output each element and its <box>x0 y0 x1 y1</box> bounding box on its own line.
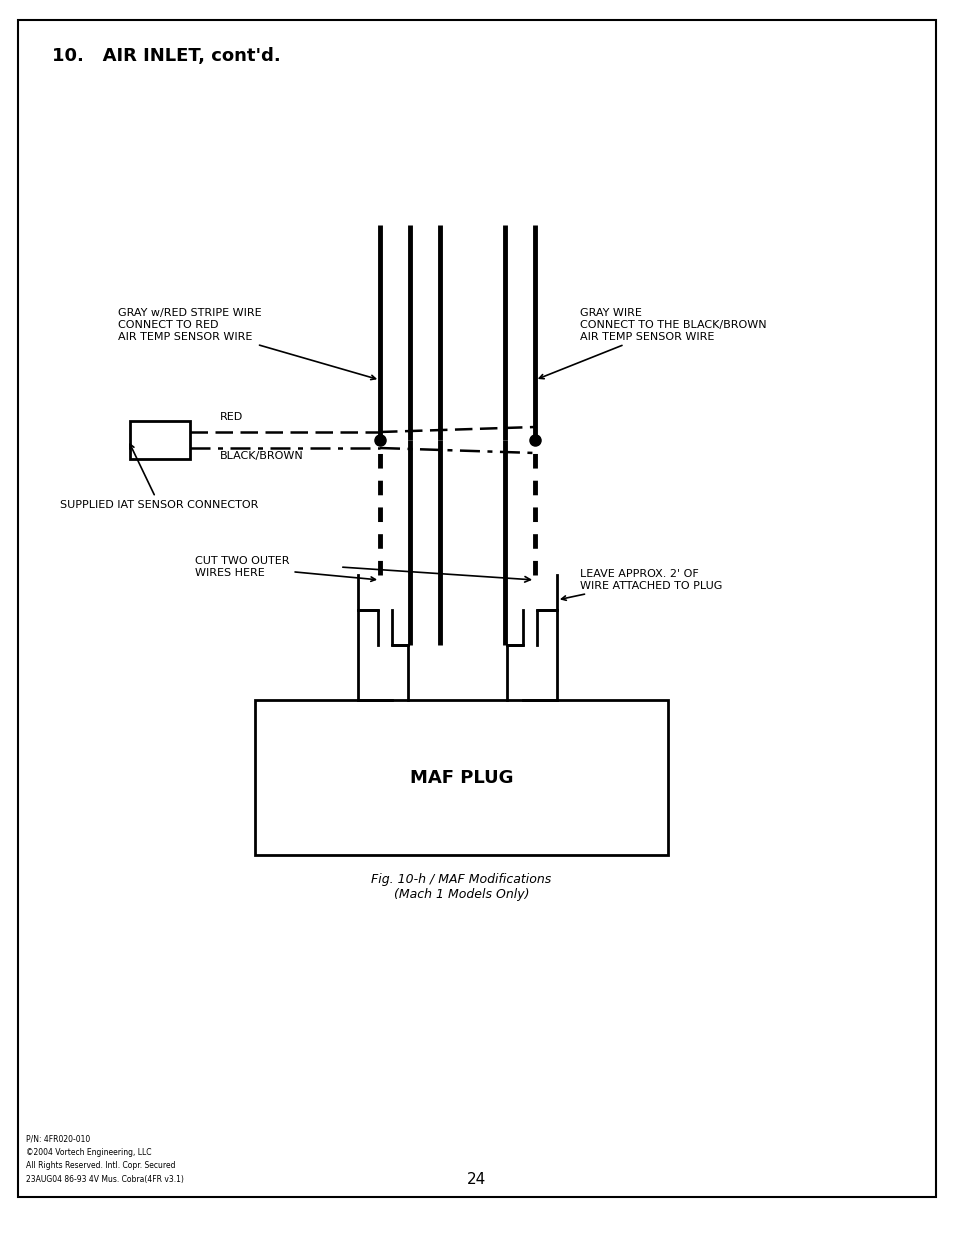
Bar <box>130 421 190 459</box>
Text: GRAY w/RED STRIPE WIRE
CONNECT TO RED
AIR TEMP SENSOR WIRE: GRAY w/RED STRIPE WIRE CONNECT TO RED AI… <box>118 309 375 379</box>
Text: LEAVE APPROX. 2' OF
WIRE ATTACHED TO PLUG: LEAVE APPROX. 2' OF WIRE ATTACHED TO PLU… <box>561 569 721 600</box>
Text: RED: RED <box>220 412 243 422</box>
Text: P/N: 4FR020-010
©2004 Vortech Engineering, LLC
All Rights Reserved. Intl. Copr. : P/N: 4FR020-010 ©2004 Vortech Engineerin… <box>26 1135 184 1183</box>
Text: BLACK/BROWN: BLACK/BROWN <box>220 451 303 461</box>
Text: CUT TWO OUTER
WIRES HERE: CUT TWO OUTER WIRES HERE <box>194 556 375 582</box>
Bar <box>254 700 667 855</box>
Text: 24: 24 <box>467 1172 486 1187</box>
Text: GRAY WIRE
CONNECT TO THE BLACK/BROWN
AIR TEMP SENSOR WIRE: GRAY WIRE CONNECT TO THE BLACK/BROWN AIR… <box>538 309 766 379</box>
Text: MAF PLUG: MAF PLUG <box>410 768 513 787</box>
Text: 10.   AIR INLET, cont'd.: 10. AIR INLET, cont'd. <box>52 47 280 65</box>
Text: SUPPLIED IAT SENSOR CONNECTOR: SUPPLIED IAT SENSOR CONNECTOR <box>60 445 258 510</box>
Text: Fig. 10-h / MAF Modifications
(Mach 1 Models Only): Fig. 10-h / MAF Modifications (Mach 1 Mo… <box>371 873 551 902</box>
